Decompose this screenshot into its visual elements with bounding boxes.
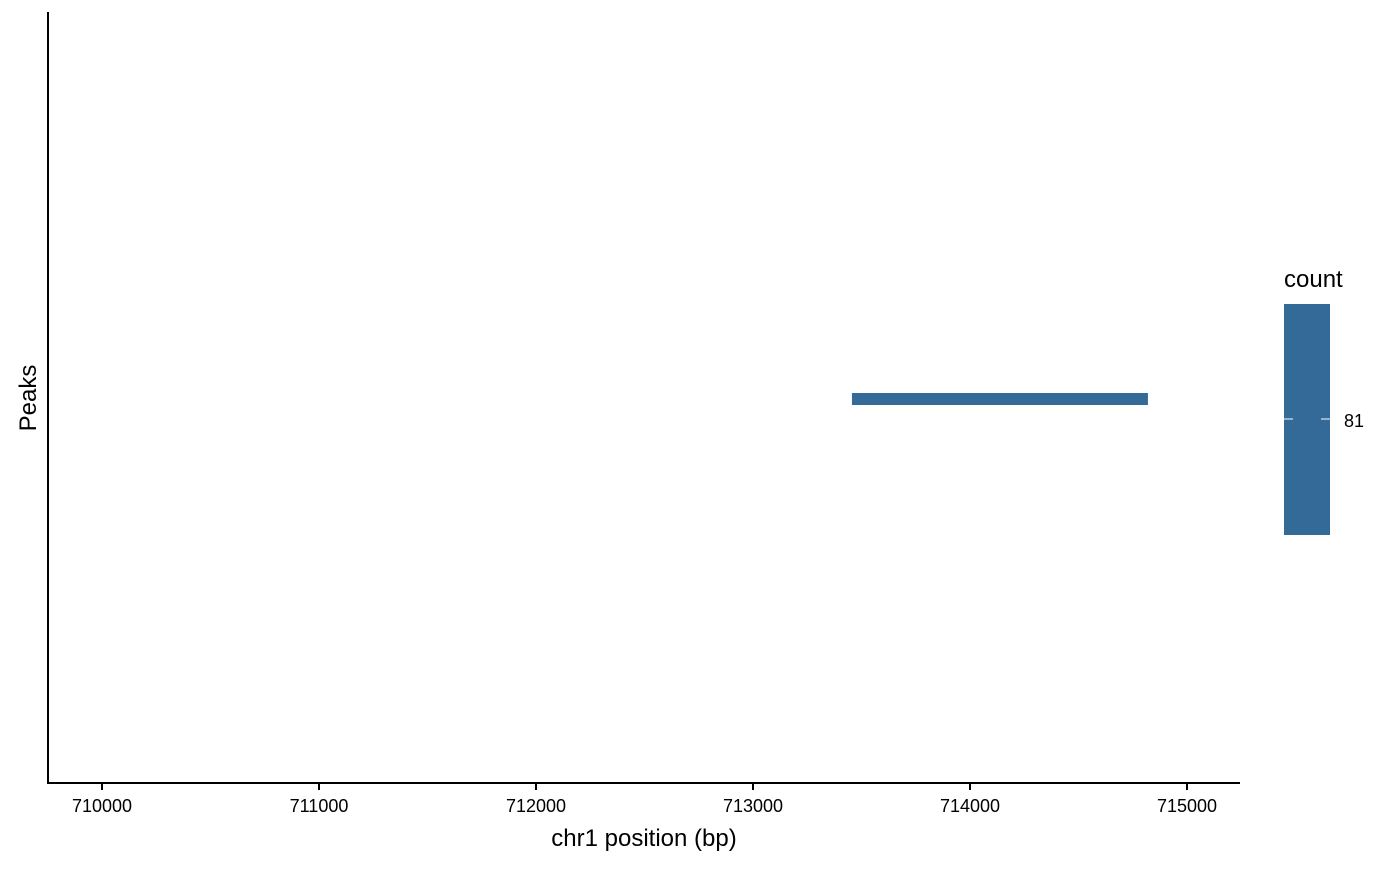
x-tick-label: 713000 xyxy=(723,796,783,816)
y-axis-label: Peaks xyxy=(15,365,42,432)
legend-title: count xyxy=(1284,266,1343,293)
x-tick-label: 711000 xyxy=(290,796,349,816)
legend-tick-label: 81 xyxy=(1344,411,1364,431)
peak-segment xyxy=(851,393,1148,405)
x-tick-label: 712000 xyxy=(506,796,566,816)
x-tick-label: 714000 xyxy=(940,796,1000,816)
x-tick-label: 715000 xyxy=(1157,796,1217,816)
legend: count 81 xyxy=(1284,266,1364,535)
segments-layer xyxy=(851,393,1148,405)
x-tick-label: 710000 xyxy=(72,796,132,816)
x-axis-label: chr1 position (bp) xyxy=(551,825,736,852)
x-ticks: 710000 711000 712000 713000 714000 715000 xyxy=(72,783,1217,816)
